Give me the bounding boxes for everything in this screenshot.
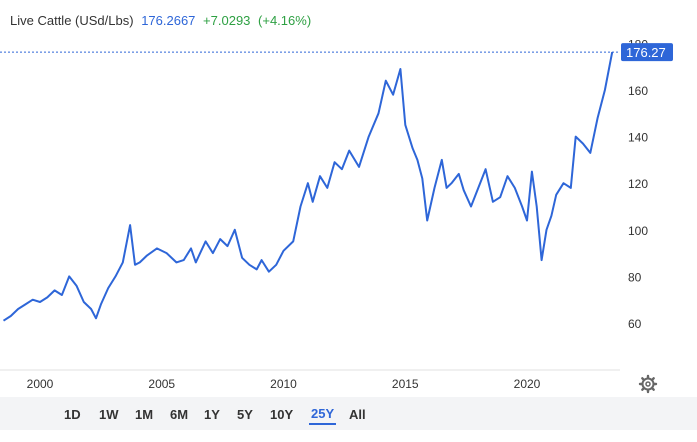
range-button-1d[interactable]: 1D: [62, 403, 83, 425]
last-price-tag-label: 176.27: [626, 45, 666, 60]
price-chart[interactable]: 6080100120140160180200020052010201520201…: [0, 0, 697, 397]
y-tick-label: 120: [628, 177, 648, 191]
range-button-1w[interactable]: 1W: [97, 403, 121, 425]
x-tick-label: 2020: [514, 377, 541, 391]
current-price: 176.2667: [141, 13, 196, 28]
chart-header: Live Cattle (USd/Lbs) 176.2667 +7.0293 (…: [10, 13, 315, 28]
range-button-all[interactable]: All: [347, 403, 368, 425]
x-tick-label: 2010: [270, 377, 297, 391]
price-line: [2, 51, 614, 322]
range-button-10y[interactable]: 10Y: [268, 403, 295, 425]
range-button-1m[interactable]: 1M: [133, 403, 155, 425]
price-change: +7.0293: [203, 13, 251, 28]
price-change-pct: (+4.16%): [258, 13, 312, 28]
x-tick-label: 2000: [27, 377, 54, 391]
instrument-name: Live Cattle (USd/Lbs): [10, 13, 134, 28]
y-tick-label: 160: [628, 84, 648, 98]
last-price-tag: [621, 43, 673, 62]
y-tick-label: 100: [628, 224, 648, 238]
range-button-6m[interactable]: 6M: [168, 403, 190, 425]
gear-icon[interactable]: [638, 374, 658, 394]
y-tick-label: 140: [628, 131, 648, 145]
y-tick-label: 80: [628, 270, 642, 284]
range-button-1y[interactable]: 1Y: [202, 403, 222, 425]
range-button-25y[interactable]: 25Y: [309, 403, 337, 425]
range-button-5y[interactable]: 5Y: [235, 403, 255, 425]
range-selector: 1D 1W 1M 6M 1Y 5Y 10Y 25Y All: [0, 397, 697, 430]
y-tick-label: 60: [628, 317, 642, 331]
x-tick-label: 2005: [148, 377, 175, 391]
x-tick-label: 2015: [392, 377, 419, 391]
